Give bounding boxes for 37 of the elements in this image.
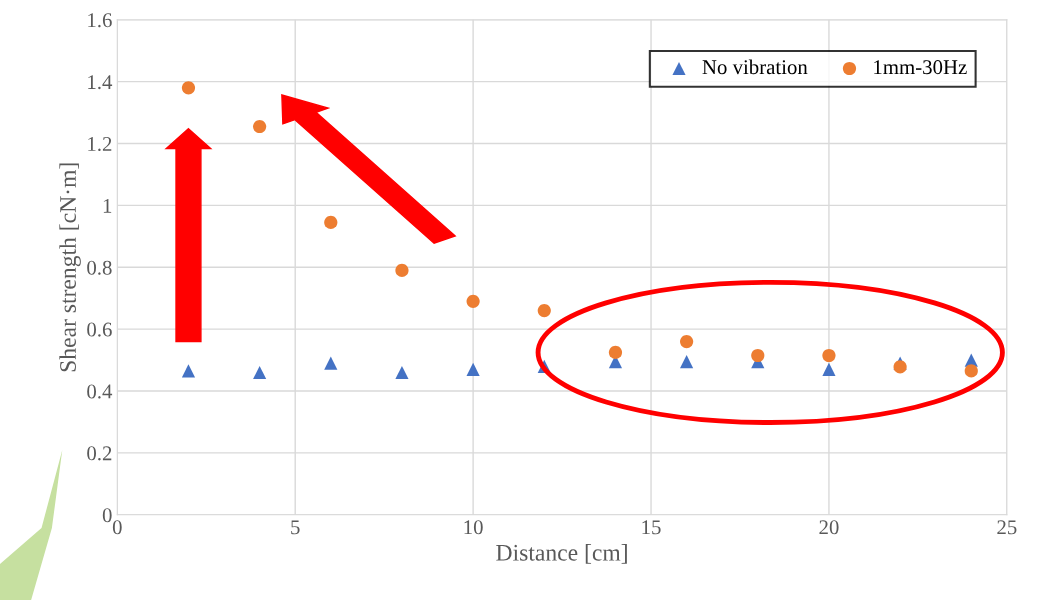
x-tick-label: 10 <box>464 520 483 535</box>
point <box>181 364 196 378</box>
point <box>253 119 267 134</box>
point <box>751 348 765 363</box>
point <box>822 348 836 363</box>
y-axis-title: Shear strength [cN·m] <box>59 163 81 372</box>
point <box>680 334 694 349</box>
point <box>964 364 978 378</box>
point <box>537 304 551 318</box>
point <box>466 362 480 376</box>
point <box>324 215 338 230</box>
point <box>680 355 694 369</box>
point <box>608 345 623 359</box>
legend-label: 1mm-30Hz <box>874 60 967 75</box>
y-tick-label: 0.2 <box>87 446 112 461</box>
y-tick-label: 0.6 <box>87 322 112 337</box>
x-axis-title: Distance [cm] <box>496 544 627 564</box>
point <box>822 362 836 376</box>
y-tick-label: 0.4 <box>87 384 113 399</box>
point <box>395 365 409 380</box>
legend-label: No vibration <box>702 59 808 75</box>
x-tick-label: 5 <box>291 520 300 535</box>
point <box>395 263 409 277</box>
point <box>253 365 267 380</box>
point <box>893 360 907 374</box>
point <box>324 356 338 370</box>
x-tick-label: 25 <box>997 520 1017 535</box>
x-tick-label: 20 <box>819 520 839 535</box>
y-tick-label: 0 <box>102 508 112 523</box>
point <box>181 81 196 95</box>
y-tick-label: 1.6 <box>88 13 112 28</box>
y-tick-label: 0.8 <box>87 260 112 275</box>
y-tick-label: 1.2 <box>88 136 112 152</box>
y-tick-label: 1.4 <box>88 75 113 90</box>
point <box>466 294 480 308</box>
y-tick-label: 1 <box>103 198 112 213</box>
x-tick-label: 15 <box>642 520 661 535</box>
